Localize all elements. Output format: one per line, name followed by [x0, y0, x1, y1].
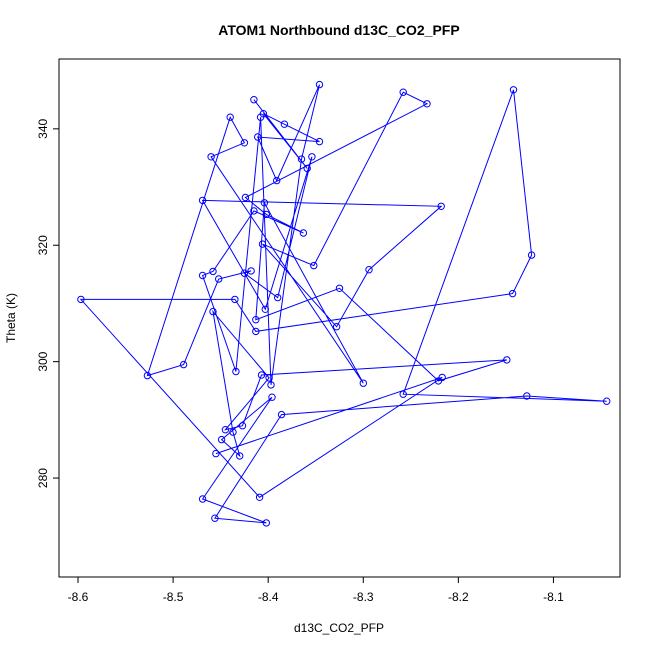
data-point [262, 519, 270, 527]
x-axis-label: d13C_CO2_PFP [294, 621, 384, 635]
data-point [179, 360, 188, 369]
data-point [509, 86, 518, 94]
data-point [258, 240, 267, 248]
plot-frame [58, 58, 621, 578]
data-point [260, 199, 269, 207]
data-point [143, 371, 152, 380]
data-point [240, 269, 249, 277]
data-point [236, 452, 244, 460]
data-point [523, 392, 531, 400]
data-point [603, 397, 611, 405]
y-tick-label: 280 [36, 468, 50, 488]
data-point [77, 295, 85, 304]
data-point [399, 88, 407, 96]
data-point [209, 307, 217, 316]
data-point [217, 435, 226, 444]
data-point [198, 271, 207, 280]
x-tick-label: -8.6 [68, 590, 89, 604]
data-point [211, 514, 219, 522]
data-point [437, 202, 445, 211]
data-point [308, 153, 316, 161]
data-point [335, 284, 344, 292]
data-point [209, 267, 217, 276]
data-point [215, 275, 223, 283]
data-point [256, 113, 265, 121]
data-point [221, 426, 230, 434]
y-axis-label: Theta (K) [4, 293, 18, 343]
data-point [232, 367, 240, 376]
data-point [229, 428, 237, 436]
data-point [252, 327, 260, 336]
data-point [274, 293, 282, 302]
data-point [438, 373, 446, 382]
data-point [207, 153, 215, 161]
y-tick-label: 340 [36, 119, 50, 139]
data-point [212, 449, 220, 458]
x-tick-label: -8.5 [163, 590, 184, 604]
data-point [198, 495, 207, 503]
y-axis: 280 300 320 340 [36, 119, 60, 488]
data-point [262, 210, 270, 219]
data-point [226, 113, 234, 121]
x-axis: -8.6 -8.5 -8.4 -8.3 -8.2 -8.1 [68, 576, 564, 604]
data-point [315, 137, 324, 146]
data-point [277, 410, 286, 419]
data-point [297, 155, 306, 163]
data-point [303, 164, 311, 173]
data-point [252, 316, 260, 324]
series-line [79, 84, 607, 524]
data-point [280, 120, 289, 128]
data-point [299, 229, 308, 237]
data-point [273, 176, 281, 185]
data-point [255, 493, 264, 501]
data-point [315, 80, 324, 89]
data-point [240, 139, 249, 147]
data-point [257, 371, 266, 379]
data-point [250, 96, 258, 104]
chart-title: ATOM1 Northbound d13C_CO2_PFP [218, 22, 459, 38]
data-point [359, 379, 367, 387]
data-point [238, 422, 247, 430]
x-tick-label: -8.4 [258, 590, 279, 604]
data-point [250, 207, 258, 215]
data-point [423, 100, 431, 108]
data-point [508, 289, 517, 298]
data-point [332, 323, 341, 331]
data-point [399, 390, 407, 398]
data-point [265, 374, 273, 382]
data-point [365, 266, 373, 274]
data-point [254, 133, 262, 141]
x-tick-label: -8.3 [353, 590, 374, 604]
data-point [267, 381, 275, 389]
data-point [503, 356, 511, 364]
data-point [310, 261, 318, 270]
x-tick-label: -8.2 [448, 590, 469, 604]
x-tick-label: -8.1 [543, 590, 564, 604]
data-point [527, 251, 536, 259]
data-point [247, 267, 255, 275]
data-point [261, 305, 269, 313]
y-tick-label: 320 [36, 235, 50, 255]
y-tick-label: 300 [36, 351, 50, 371]
data-point [241, 193, 250, 202]
data-point [198, 196, 207, 205]
data-point [268, 393, 276, 401]
data-series [77, 80, 611, 527]
data-point [231, 295, 239, 304]
